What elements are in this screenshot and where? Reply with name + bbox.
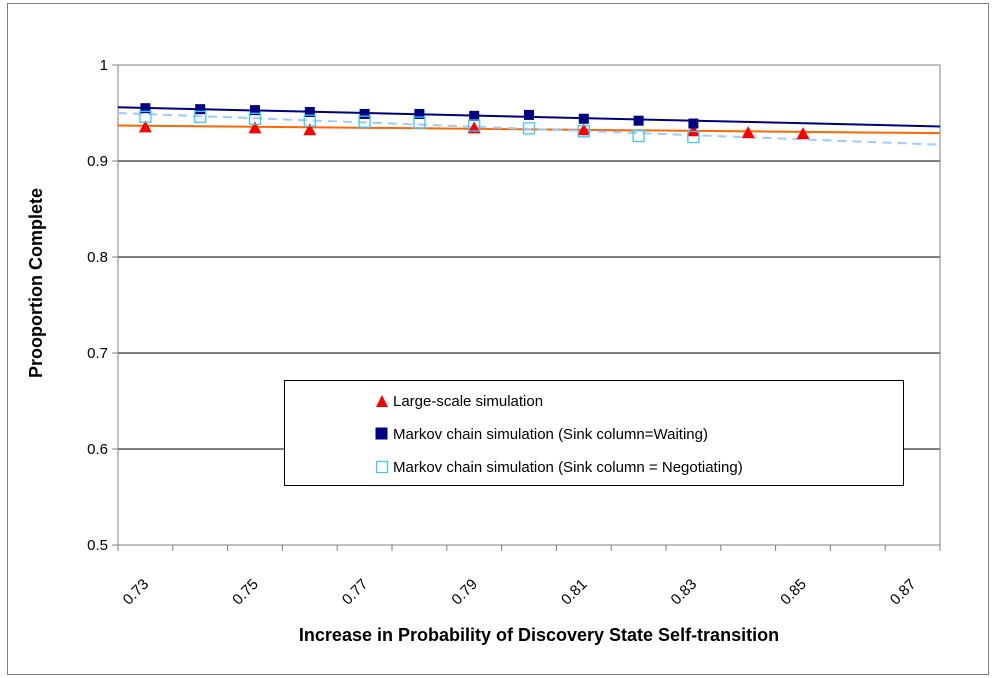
x-tick-label: 0.79 [448, 576, 481, 609]
x-tick-label: 0.73 [120, 576, 153, 609]
legend-label-markov-negotiating: Markov chain simulation (Sink column = N… [393, 458, 743, 476]
point-markov-negotiating [358, 115, 371, 128]
plot-area [117, 64, 941, 546]
point-markov-negotiating [194, 110, 207, 123]
point-markov-waiting [578, 113, 589, 124]
y-axis-title: Prooportion Complete [26, 188, 46, 378]
x-axis-ticks: 0.73 0.75 0.77 0.79 0.81 0.83 0.85 0.87 [117, 545, 941, 609]
point-large-scale [577, 123, 591, 136]
y-tick-label: 0.7 [87, 345, 108, 362]
legend-item-markov-waiting: Markov chain simulation (Sink column=Wai… [375, 423, 708, 445]
y-tick-label: 0.9 [87, 153, 108, 170]
point-large-scale [248, 121, 262, 134]
point-markov-waiting [524, 109, 534, 120]
filled-square-marker-icon [375, 427, 388, 440]
point-markov-negotiating [303, 114, 316, 127]
point-large-scale [138, 120, 152, 133]
point-markov-negotiating [248, 112, 262, 125]
x-tick-label: 0.83 [668, 576, 701, 609]
point-markov-negotiating [577, 125, 590, 138]
x-tick-label: 0.81 [558, 576, 591, 609]
x-axis-title: Increase in Probability of Discovery Sta… [299, 625, 779, 645]
point-markov-negotiating [468, 119, 481, 132]
y-axis-ticks: 0.5 0.6 0.7 0.8 0.9 1 [87, 57, 118, 554]
chart-frame [7, 3, 989, 675]
point-large-scale [686, 124, 700, 137]
point-markov-waiting [688, 118, 699, 129]
y-tick-label: 0.5 [87, 537, 108, 554]
legend-label-large-scale: Large-scale simulation [393, 392, 544, 410]
point-markov-waiting [140, 103, 151, 114]
y-tick-label: 0.6 [87, 441, 108, 458]
point-markov-waiting [195, 104, 206, 115]
x-tick-label: 0.75 [229, 576, 262, 609]
y-tick-label: 0.8 [87, 249, 108, 266]
open-square-marker-icon [375, 460, 389, 474]
point-large-scale [741, 126, 755, 139]
point-large-scale [796, 127, 810, 140]
point-markov-negotiating [139, 110, 152, 123]
legend-item-large-scale: Large-scale simulation [375, 390, 543, 412]
triangle-marker-icon [376, 395, 388, 407]
legend: Large-scale simulation Markov chain simu… [284, 380, 904, 486]
point-markov-waiting [250, 105, 260, 116]
trendline-series-2 [117, 112, 941, 146]
point-markov-negotiating [632, 129, 645, 143]
point-markov-negotiating [522, 122, 536, 135]
point-markov-waiting [359, 108, 370, 119]
point-markov-waiting [633, 115, 644, 126]
point-large-scale [303, 123, 317, 136]
legend-label-markov-waiting: Markov chain simulation (Sink column=Wai… [393, 425, 708, 443]
y-tick-label: 1 [100, 57, 108, 74]
point-markov-waiting [414, 108, 425, 119]
x-tick-label: 0.87 [887, 576, 920, 609]
point-markov-waiting [304, 107, 315, 118]
point-markov-negotiating [413, 116, 426, 129]
legend-item-markov-negotiating: Markov chain simulation (Sink column = N… [375, 456, 743, 478]
x-tick-label: 0.85 [777, 576, 810, 609]
point-markov-waiting [469, 110, 480, 121]
point-markov-negotiating [687, 130, 700, 144]
data-points [138, 103, 810, 144]
x-tick-label: 0.77 [339, 576, 372, 609]
